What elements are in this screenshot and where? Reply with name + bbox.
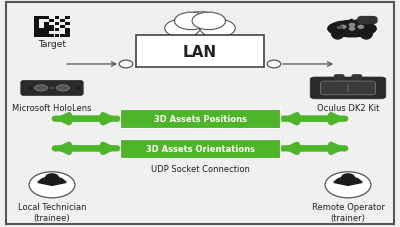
Bar	[44, 23, 49, 26]
Bar	[65, 23, 70, 26]
Bar	[39, 32, 44, 35]
Bar	[39, 29, 44, 32]
Bar	[50, 35, 54, 37]
FancyBboxPatch shape	[120, 110, 280, 128]
Circle shape	[29, 172, 75, 198]
Text: Microsoft HoloLens: Microsoft HoloLens	[12, 103, 92, 112]
Bar	[34, 20, 38, 23]
Circle shape	[119, 61, 133, 69]
Circle shape	[349, 24, 355, 27]
Circle shape	[340, 26, 346, 29]
Bar	[44, 32, 49, 35]
FancyBboxPatch shape	[358, 17, 377, 24]
Bar	[60, 35, 64, 37]
FancyBboxPatch shape	[352, 76, 362, 81]
Bar	[54, 35, 59, 37]
Text: Target: Target	[38, 40, 66, 49]
Wedge shape	[334, 177, 362, 185]
Ellipse shape	[192, 13, 226, 30]
Bar	[54, 29, 59, 32]
Bar	[34, 35, 38, 37]
FancyBboxPatch shape	[310, 78, 386, 99]
Ellipse shape	[56, 85, 70, 92]
Bar	[65, 35, 70, 37]
Bar	[34, 29, 38, 32]
FancyBboxPatch shape	[120, 139, 280, 158]
Bar	[44, 29, 49, 32]
Text: 3D Assets Positions: 3D Assets Positions	[154, 115, 246, 124]
FancyBboxPatch shape	[321, 82, 375, 95]
Text: Oculus DK2 Kit: Oculus DK2 Kit	[317, 103, 379, 112]
Bar	[34, 17, 38, 20]
Text: Remote Operator
(trainer): Remote Operator (trainer)	[312, 202, 384, 222]
Wedge shape	[38, 177, 66, 185]
Text: Local Technician
(trainee): Local Technician (trainee)	[18, 202, 86, 222]
Circle shape	[358, 26, 364, 29]
FancyBboxPatch shape	[49, 87, 55, 90]
Circle shape	[349, 28, 355, 31]
Ellipse shape	[328, 21, 376, 38]
FancyBboxPatch shape	[347, 84, 349, 93]
Bar	[34, 32, 38, 35]
Bar	[44, 35, 49, 37]
Text: UDP Socket Connection: UDP Socket Connection	[150, 165, 250, 174]
Ellipse shape	[200, 20, 235, 38]
Ellipse shape	[165, 20, 200, 38]
Bar	[50, 26, 54, 29]
FancyBboxPatch shape	[136, 36, 264, 68]
Bar	[44, 26, 49, 29]
FancyBboxPatch shape	[28, 88, 32, 89]
Circle shape	[325, 172, 371, 198]
Bar	[39, 17, 44, 20]
Bar	[54, 23, 59, 26]
Ellipse shape	[176, 13, 224, 36]
Circle shape	[46, 174, 58, 181]
Circle shape	[342, 174, 354, 181]
Bar	[34, 23, 38, 26]
Text: 3D Assets Orientations: 3D Assets Orientations	[146, 144, 254, 153]
Ellipse shape	[360, 29, 372, 40]
Bar	[60, 20, 64, 23]
Bar	[50, 20, 54, 23]
FancyBboxPatch shape	[334, 76, 344, 81]
Bar	[65, 17, 70, 20]
Bar	[44, 17, 49, 20]
Bar	[50, 29, 54, 32]
Bar	[39, 35, 44, 37]
Circle shape	[267, 61, 281, 69]
Ellipse shape	[34, 85, 48, 92]
FancyBboxPatch shape	[21, 81, 83, 96]
FancyBboxPatch shape	[6, 3, 394, 224]
Ellipse shape	[174, 13, 208, 30]
Bar	[65, 32, 70, 35]
FancyBboxPatch shape	[76, 88, 80, 89]
Text: LAN: LAN	[183, 45, 217, 60]
Ellipse shape	[332, 29, 344, 40]
FancyBboxPatch shape	[174, 25, 226, 34]
Bar	[65, 29, 70, 32]
Bar	[34, 26, 38, 29]
FancyBboxPatch shape	[337, 26, 343, 30]
Bar	[54, 17, 59, 20]
Bar	[60, 26, 64, 29]
